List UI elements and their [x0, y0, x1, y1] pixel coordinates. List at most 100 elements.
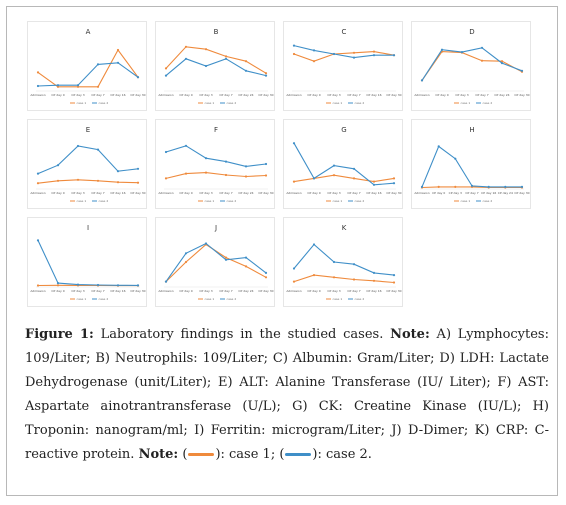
data-point-case1 [392, 281, 396, 284]
data-point-case2 [184, 57, 188, 60]
data-point-case2 [332, 260, 336, 264]
data-point-case2 [36, 84, 40, 88]
chart-panel-j: J Admission CP day 0 CP day 3 CP day 7 CP day… [155, 217, 275, 307]
data-point-case1 [292, 280, 296, 283]
data-point-case1 [352, 177, 356, 180]
data-point-case2 [312, 177, 316, 180]
data-point-case2 [504, 185, 507, 188]
data-point-case2 [56, 164, 60, 167]
x-tick-label: CP day 3 [327, 191, 340, 195]
legend-label-case1: case 1 [77, 101, 87, 105]
x-tick-label: CP day 30 [386, 191, 401, 195]
series-line-case1 [37, 179, 139, 184]
data-point-case1 [96, 85, 100, 88]
data-point-case2 [420, 79, 424, 82]
data-point-case2 [164, 74, 168, 77]
data-point-case2 [372, 183, 376, 186]
chart-panel-a: A Admission CP day 0 CP day 3 CP day 7 CP day… [27, 21, 147, 111]
chart-svg-k: K Admission CP day 0 CP day 3 CP day 7 CP day… [286, 224, 401, 301]
x-tick-label: CP day 3 [199, 93, 212, 97]
chart-panel-h: H Admission CP day 0 CP day 3 CP day 7 CP day… [411, 119, 531, 209]
series-line-case1 [165, 46, 267, 74]
x-tick-label: CP day 3 [199, 289, 212, 293]
data-point-case1 [164, 67, 168, 70]
panel-letter: B [214, 28, 219, 36]
legend-label-case1: case 1 [333, 297, 343, 301]
data-point-case1 [184, 45, 188, 48]
data-point-case1 [184, 260, 188, 264]
series-line-case1 [421, 51, 523, 81]
legend-label-case1: case 1 [333, 101, 343, 105]
x-tick-label: CP day 24 [238, 289, 253, 293]
data-point-case2 [264, 271, 268, 274]
data-point-case1 [116, 181, 120, 184]
x-tick-label: Admission [286, 93, 301, 97]
x-tick-label: Admission [30, 93, 45, 97]
data-point-case1 [224, 173, 228, 177]
data-point-case2 [204, 64, 208, 68]
data-point-case1 [36, 284, 40, 287]
x-tick-label: CP day 16 [110, 289, 125, 293]
legend-label-case2: case 2 [227, 101, 237, 105]
data-point-case2 [292, 142, 296, 145]
figure-frame: A Admission CP day 0 CP day 3 CP day 7 CP day… [6, 6, 558, 496]
data-point-case2 [184, 144, 188, 147]
data-point-case2 [292, 267, 296, 270]
chart-svg-f: F Admission CP day 0 CP day 3 CP day 7 CP day… [158, 126, 273, 203]
x-tick-label: CP day 3 [199, 191, 212, 195]
legend-case2-text: ): case 2. [312, 447, 372, 462]
x-tick-label: CP day 0 [435, 93, 448, 97]
series-line-case2 [421, 145, 522, 188]
data-point-case2 [352, 56, 356, 59]
x-tick-label: CP day 3 [71, 289, 84, 293]
x-tick-label: CP day 30 [130, 289, 145, 293]
x-tick-label: CP day 0 [307, 191, 320, 195]
series-line-case1 [165, 243, 267, 282]
data-point-case1 [352, 51, 356, 54]
data-point-case1 [224, 256, 228, 259]
x-tick-label: CP day 24 [494, 93, 509, 97]
x-tick-label: Admission [30, 191, 45, 195]
x-tick-label: CP day 0 [51, 289, 64, 293]
chart-panel-d: D Admission CP day 0 CP day 3 CP day 7 CP day… [411, 21, 531, 111]
data-point-case1 [136, 181, 140, 184]
x-tick-label: CP day 0 [179, 191, 192, 195]
x-tick-label: CP day 30 [258, 93, 273, 97]
data-point-case2 [292, 44, 296, 47]
legend-label-case2: case 2 [483, 199, 493, 203]
x-tick-label: CP day 7 [219, 289, 232, 293]
data-point-case1 [264, 72, 268, 75]
data-point-case1 [437, 185, 440, 188]
data-point-case1 [332, 276, 336, 279]
x-tick-label: CP day 16 [366, 93, 381, 97]
data-point-case2 [372, 54, 376, 57]
series-line-case2 [293, 142, 395, 186]
x-tick-label: Admission [414, 93, 429, 97]
data-point-case2 [184, 252, 188, 255]
x-tick-label: CP day 16 [366, 191, 381, 195]
x-tick-label: CP day 3 [71, 93, 84, 97]
series-line-case2 [293, 45, 394, 59]
panel-letter: F [214, 126, 218, 134]
chart-panel-e: E Admission CP day 0 CP day 3 CP day 7 CP day… [27, 119, 147, 209]
data-point-case2 [244, 256, 248, 259]
data-point-case1 [352, 278, 356, 281]
chart-svg-a: A Admission CP day 0 CP day 3 CP day 7 CP day… [30, 28, 145, 105]
data-point-case1 [244, 60, 248, 63]
series-line-case1 [37, 48, 139, 88]
data-point-case2 [36, 239, 40, 242]
panel-letter: G [341, 126, 346, 134]
data-point-case1 [264, 276, 268, 279]
chart-grid: A Admission CP day 0 CP day 3 CP day 7 CP day… [27, 21, 547, 313]
series-line-case1 [293, 51, 395, 62]
data-point-case1 [204, 171, 208, 174]
panel-letter: A [86, 28, 91, 36]
x-tick-label: CP day 3 [455, 93, 468, 97]
data-point-case2 [244, 69, 248, 72]
data-point-case1 [36, 182, 40, 185]
data-point-case1 [292, 52, 296, 56]
data-point-case1 [164, 177, 168, 180]
legend-label-case2: case 2 [355, 199, 365, 203]
data-point-case2 [392, 54, 396, 57]
chart-svg-e: E Admission CP day 0 CP day 3 CP day 7 CP day… [30, 126, 145, 203]
